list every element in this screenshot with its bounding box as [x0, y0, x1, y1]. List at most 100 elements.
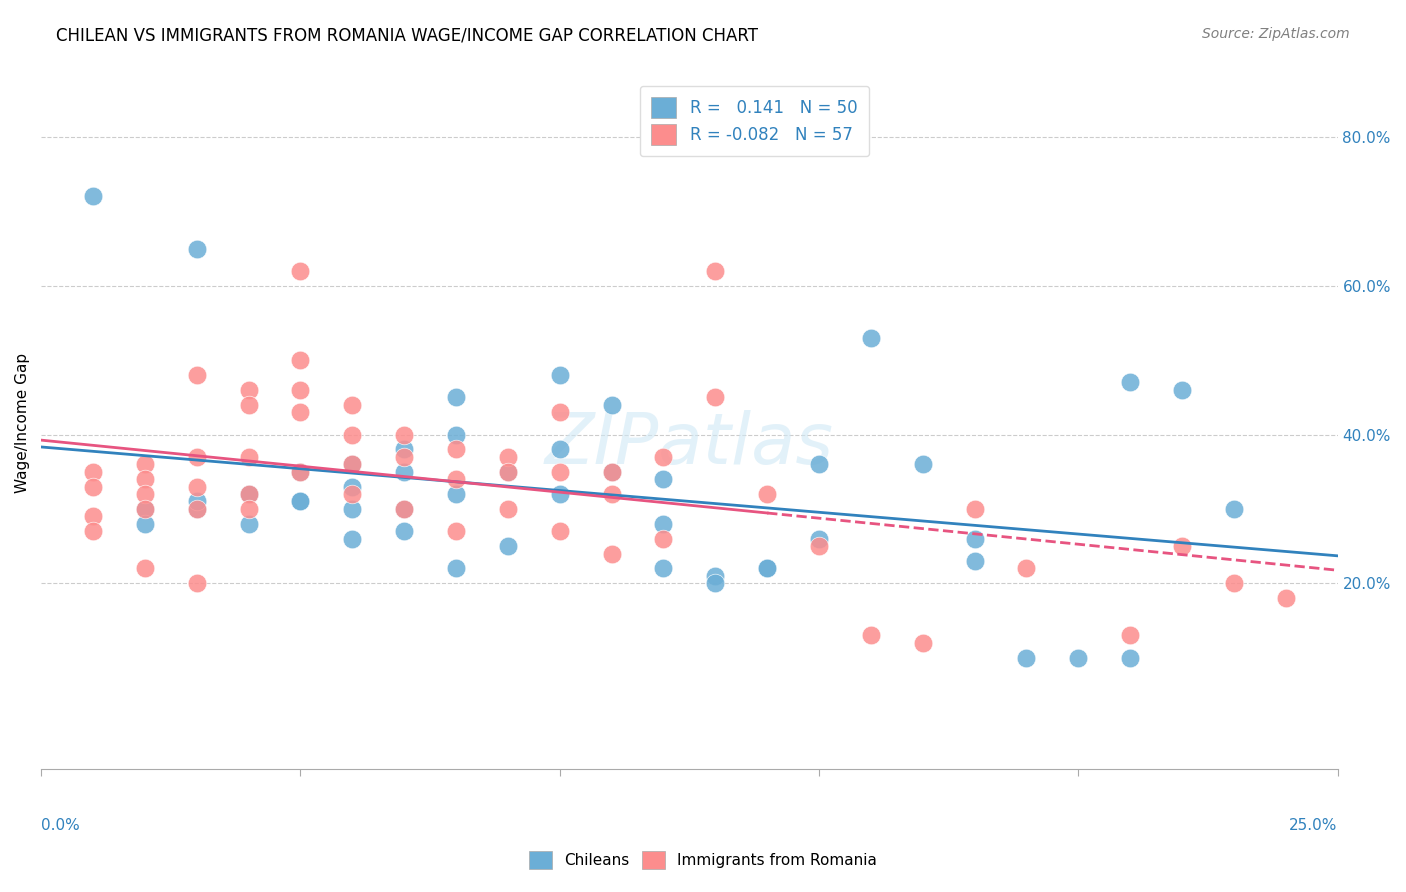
Point — [1171, 383, 1194, 397]
Point — [392, 442, 415, 457]
Point — [548, 368, 571, 382]
Point — [82, 524, 104, 539]
Point — [238, 516, 260, 531]
Point — [756, 561, 779, 575]
Point — [756, 487, 779, 501]
Point — [444, 472, 467, 486]
Point — [496, 539, 519, 553]
Point — [342, 532, 364, 546]
Point — [963, 532, 986, 546]
Text: 0.0%: 0.0% — [41, 818, 80, 833]
Point — [238, 487, 260, 501]
Point — [444, 487, 467, 501]
Point — [238, 450, 260, 464]
Point — [652, 532, 675, 546]
Point — [444, 442, 467, 457]
Point — [496, 502, 519, 516]
Point — [342, 398, 364, 412]
Point — [134, 502, 156, 516]
Point — [82, 465, 104, 479]
Point — [1171, 539, 1194, 553]
Point — [1274, 591, 1296, 606]
Point — [859, 628, 882, 642]
Point — [963, 554, 986, 568]
Point — [342, 487, 364, 501]
Point — [548, 524, 571, 539]
Text: Source: ZipAtlas.com: Source: ZipAtlas.com — [1202, 27, 1350, 41]
Point — [342, 458, 364, 472]
Text: ZIPatlas: ZIPatlas — [546, 409, 834, 479]
Point — [238, 487, 260, 501]
Point — [1119, 628, 1142, 642]
Point — [82, 509, 104, 524]
Point — [290, 405, 312, 419]
Text: 25.0%: 25.0% — [1289, 818, 1337, 833]
Point — [238, 383, 260, 397]
Point — [652, 561, 675, 575]
Point — [444, 561, 467, 575]
Point — [134, 502, 156, 516]
Point — [963, 502, 986, 516]
Point — [1223, 502, 1246, 516]
Point — [600, 465, 623, 479]
Point — [1119, 650, 1142, 665]
Legend: Chileans, Immigrants from Romania: Chileans, Immigrants from Romania — [523, 845, 883, 875]
Point — [1015, 561, 1038, 575]
Point — [496, 465, 519, 479]
Point — [911, 636, 934, 650]
Point — [238, 487, 260, 501]
Point — [548, 405, 571, 419]
Point — [600, 547, 623, 561]
Point — [186, 576, 208, 591]
Point — [134, 561, 156, 575]
Point — [444, 390, 467, 404]
Point — [392, 450, 415, 464]
Point — [186, 502, 208, 516]
Point — [392, 465, 415, 479]
Point — [186, 450, 208, 464]
Point — [342, 427, 364, 442]
Legend: R =   0.141   N = 50, R = -0.082   N = 57: R = 0.141 N = 50, R = -0.082 N = 57 — [640, 86, 869, 156]
Point — [290, 383, 312, 397]
Point — [290, 465, 312, 479]
Point — [548, 465, 571, 479]
Point — [186, 494, 208, 508]
Point — [238, 502, 260, 516]
Point — [134, 472, 156, 486]
Point — [290, 353, 312, 368]
Point — [1223, 576, 1246, 591]
Point — [444, 427, 467, 442]
Point — [652, 450, 675, 464]
Point — [652, 516, 675, 531]
Point — [1067, 650, 1090, 665]
Point — [392, 502, 415, 516]
Point — [186, 480, 208, 494]
Point — [808, 539, 831, 553]
Point — [859, 331, 882, 345]
Point — [342, 458, 364, 472]
Point — [704, 264, 727, 278]
Point — [186, 502, 208, 516]
Point — [600, 465, 623, 479]
Point — [600, 398, 623, 412]
Point — [134, 516, 156, 531]
Point — [704, 569, 727, 583]
Point — [911, 458, 934, 472]
Point — [290, 494, 312, 508]
Point — [496, 465, 519, 479]
Point — [1119, 376, 1142, 390]
Point — [392, 524, 415, 539]
Point — [548, 442, 571, 457]
Point — [392, 502, 415, 516]
Point — [186, 368, 208, 382]
Point — [134, 487, 156, 501]
Point — [290, 264, 312, 278]
Point — [238, 398, 260, 412]
Point — [82, 480, 104, 494]
Point — [704, 390, 727, 404]
Point — [392, 427, 415, 442]
Point — [290, 494, 312, 508]
Point — [600, 487, 623, 501]
Point — [290, 465, 312, 479]
Point — [652, 472, 675, 486]
